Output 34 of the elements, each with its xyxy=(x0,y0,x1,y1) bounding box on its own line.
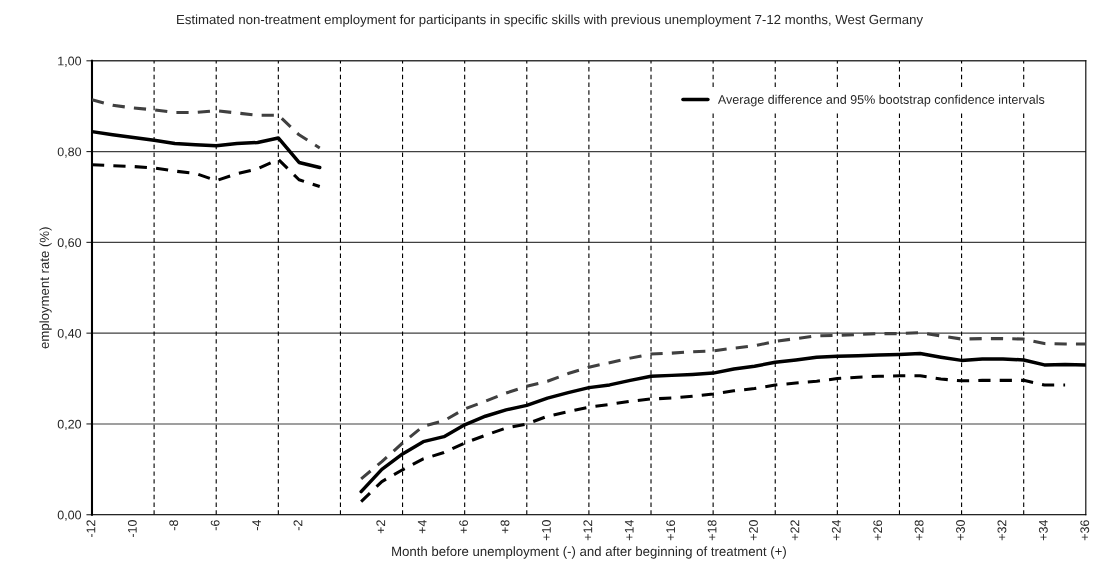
x-tick-label: -10 xyxy=(127,520,137,538)
x-tick-label: +12 xyxy=(583,520,593,541)
x-tick-label: +2 xyxy=(376,520,386,534)
x-tick-label: +24 xyxy=(831,519,841,541)
x-tick-label: +32 xyxy=(997,520,1007,541)
x-tick-label: +26 xyxy=(873,520,883,541)
x-tick-label: +36 xyxy=(1080,520,1090,541)
x-tick-label: +4 xyxy=(417,519,427,534)
x-tick-label: +20 xyxy=(749,520,758,541)
y-tick-label: 1,00 xyxy=(58,56,82,67)
x-axis-title: Month before unemployment (-) and after beginning of treatment (+) xyxy=(392,546,786,559)
x-tick-label: +6 xyxy=(459,520,469,534)
x-tick-label: -8 xyxy=(169,520,179,531)
x-tick-label: +10 xyxy=(541,520,551,541)
y-axis-title: employment rate (%) xyxy=(39,227,52,349)
x-tick-label: +28 xyxy=(914,520,924,541)
chart-title: Estimated non-treatment employment for participants in specific skills with previous unemployment 7-12 months, West Germany xyxy=(177,14,924,27)
x-tick-label: +18 xyxy=(707,520,717,541)
x-tick-label: -4 xyxy=(252,519,261,531)
x-tick-label: -2 xyxy=(293,520,303,531)
y-tick-label: 0,60 xyxy=(57,238,82,249)
y-tick-label: 0,80 xyxy=(57,147,82,158)
x-tick-label: +30 xyxy=(956,520,965,541)
x-tick-label: -6 xyxy=(210,520,220,531)
y-tick-label: 0,40 xyxy=(57,328,82,340)
y-tick-label: 0,00 xyxy=(57,510,82,521)
x-tick-label: +22 xyxy=(790,520,800,541)
x-tick-label: +34 xyxy=(1038,519,1048,541)
legend-label: Average difference and 95% bootstrap confidence intervals xyxy=(717,94,1045,107)
y-tick-label: 0,20 xyxy=(57,419,82,431)
x-tick-label: +16 xyxy=(666,520,676,541)
x-tick-label: +8 xyxy=(500,520,510,534)
x-tick-label: +14 xyxy=(624,519,634,541)
x-tick-label: -12 xyxy=(86,520,96,538)
